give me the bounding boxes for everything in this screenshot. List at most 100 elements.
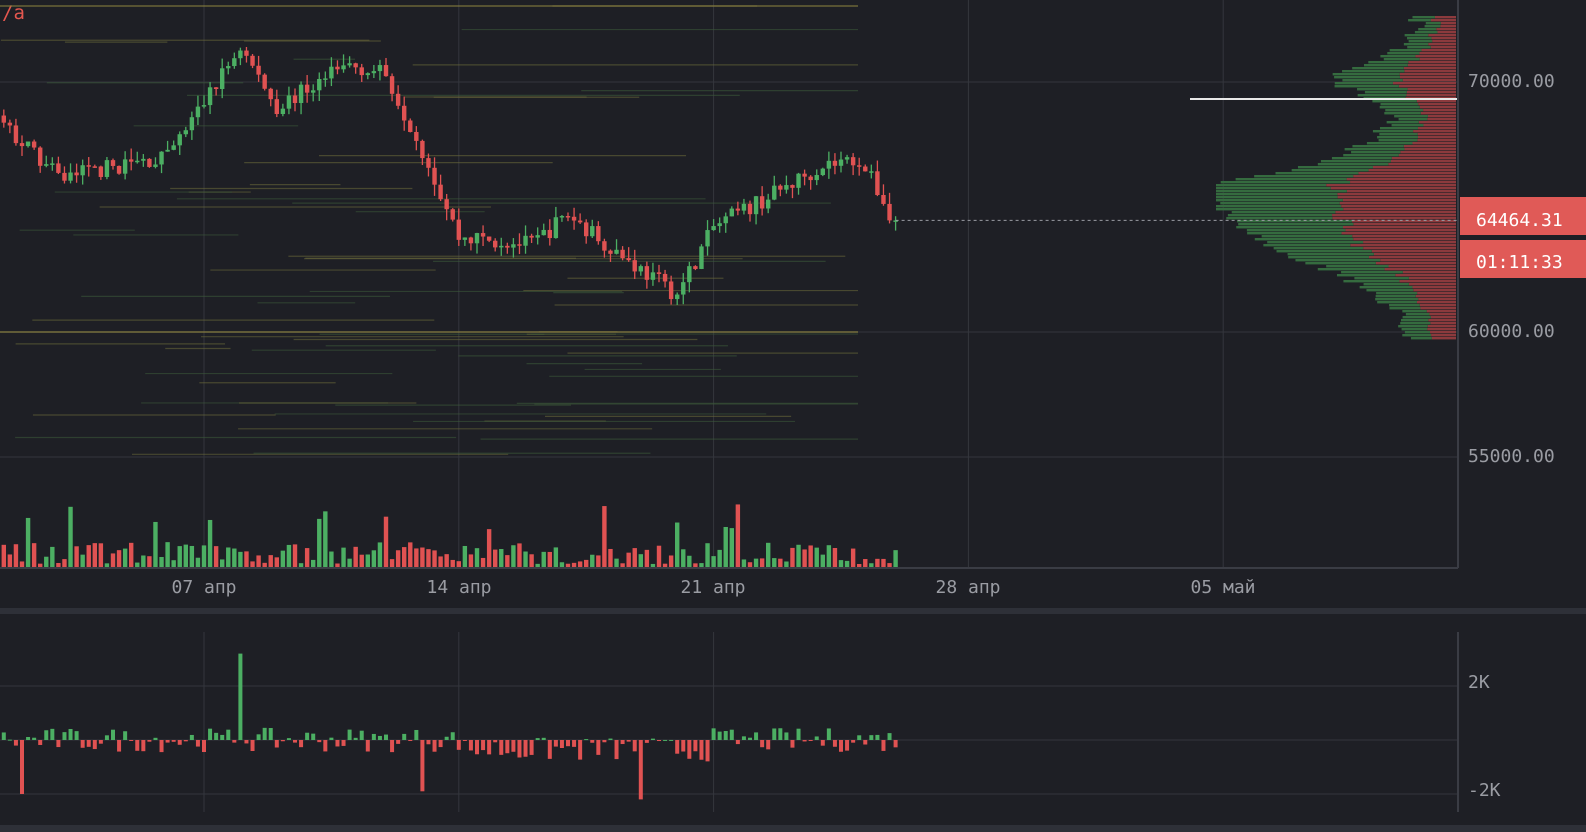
profile-buy-bar <box>1295 259 1381 262</box>
profile-sell-bar <box>1353 175 1456 178</box>
profile-sell-bar <box>1395 274 1456 277</box>
profile-buy-bar <box>1394 115 1428 118</box>
profile-sell-bar <box>1353 223 1456 226</box>
delta-bar <box>687 740 692 759</box>
candle-body <box>620 249 625 259</box>
volume-bar <box>620 563 625 568</box>
profile-buy-bar <box>1366 289 1414 292</box>
volume-bar <box>644 549 650 568</box>
delta-bar <box>541 737 546 740</box>
delta-bar <box>590 740 595 743</box>
profile-sell-bar <box>1358 172 1456 175</box>
profile-sell-bar <box>1388 163 1456 166</box>
delta-bar <box>305 732 310 740</box>
candle-body <box>869 171 874 173</box>
y-tick-label: 60000.00 <box>1468 321 1555 342</box>
candle-body <box>608 250 613 254</box>
profile-buy-bar <box>1407 46 1431 49</box>
pane-separator[interactable] <box>0 608 1586 614</box>
volume-bar <box>189 545 195 568</box>
delta-bar <box>183 740 188 742</box>
delta-bar <box>559 740 564 749</box>
profile-buy-bar <box>1377 136 1418 139</box>
volume-bar <box>808 545 813 568</box>
profile-buy-bar <box>1226 217 1333 220</box>
profile-sell-bar <box>1420 307 1456 310</box>
last-price-badge <box>1460 197 1586 235</box>
delta-bar <box>578 740 583 760</box>
profile-sell-bar <box>1400 151 1456 154</box>
volume-bar <box>741 559 747 568</box>
volume-bar <box>838 560 844 568</box>
profile-sell-bar <box>1426 310 1456 313</box>
delta-bar <box>208 728 213 740</box>
delta-bar <box>396 740 401 744</box>
volume-bar <box>1 544 7 568</box>
candle-body <box>535 235 540 238</box>
candle-body <box>857 165 862 167</box>
delta-bar <box>123 731 128 740</box>
volume-bar <box>311 559 316 568</box>
profile-sell-bar <box>1418 127 1456 130</box>
volume-bar <box>38 563 43 568</box>
candle-body <box>741 203 747 211</box>
profile-sell-bar <box>1345 229 1456 232</box>
delta-bar <box>141 740 146 752</box>
delta-bar <box>790 740 795 748</box>
candle-body <box>505 245 510 248</box>
candle-body <box>274 99 279 115</box>
profile-buy-bar <box>1376 292 1418 295</box>
delta-bar <box>347 729 352 740</box>
volume-bar <box>632 548 637 568</box>
profile-sell-bar <box>1342 199 1456 202</box>
candle-body <box>183 130 188 135</box>
profile-buy-bar <box>1320 160 1391 163</box>
volume-bar <box>226 547 231 568</box>
profile-sell-bar <box>1346 178 1456 181</box>
volume-bar <box>590 554 595 568</box>
candle-body <box>135 160 140 163</box>
candle-body <box>729 208 734 217</box>
delta-bar <box>232 740 237 743</box>
profile-sell-bar <box>1431 337 1456 340</box>
profile-buy-bar <box>1363 64 1408 67</box>
delta-bar <box>717 731 722 740</box>
volume-bar <box>129 542 134 568</box>
profile-buy-bar <box>1354 277 1409 280</box>
profile-buy-bar <box>1216 205 1342 208</box>
profile-sell-bar <box>1402 271 1456 274</box>
candle-body <box>244 50 249 56</box>
profile-buy-bar <box>1342 70 1405 73</box>
volume-bar <box>298 563 304 568</box>
candle-body <box>438 184 443 200</box>
candle-body <box>1 115 7 123</box>
x-tick-label: 21 апр <box>680 577 745 598</box>
delta-bar <box>86 740 91 747</box>
delta-bar <box>384 734 388 740</box>
profile-sell-bar <box>1342 226 1456 229</box>
candle-body <box>766 199 771 209</box>
delta-bar <box>117 740 122 752</box>
delta-bar <box>839 740 843 752</box>
profile-buy-bar <box>1402 334 1432 337</box>
delta-bar <box>845 740 850 751</box>
profile-sell-bar <box>1429 313 1456 316</box>
candle-body <box>304 84 310 93</box>
profile-sell-bar <box>1430 316 1456 319</box>
volume-bar <box>317 518 322 568</box>
candle-body <box>614 249 619 254</box>
volume-bar <box>681 549 686 568</box>
delta-bar <box>802 740 807 742</box>
profile-sell-bar <box>1332 214 1456 217</box>
profile-buy-bar <box>1220 202 1340 205</box>
delta-bar <box>317 740 322 743</box>
profile-sell-bar <box>1330 187 1456 190</box>
bottom-separator <box>0 825 1586 832</box>
delta-bar <box>408 740 413 741</box>
volume-bars <box>1 504 898 568</box>
candle-body <box>110 160 116 166</box>
delta-bar <box>584 739 589 741</box>
delta-bar <box>244 740 249 744</box>
profile-sell-bar <box>1427 118 1456 121</box>
